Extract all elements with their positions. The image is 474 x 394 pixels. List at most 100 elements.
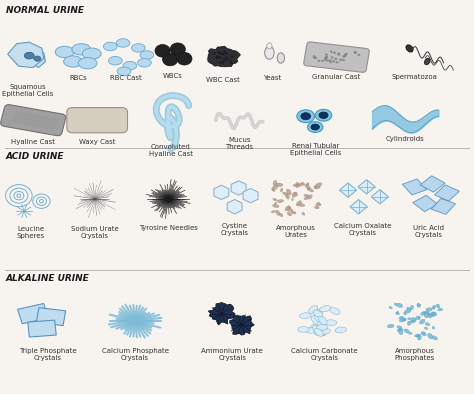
Ellipse shape [277, 199, 283, 203]
Circle shape [222, 53, 225, 55]
Ellipse shape [416, 334, 421, 337]
Circle shape [337, 52, 340, 55]
Ellipse shape [308, 122, 323, 132]
Ellipse shape [432, 326, 435, 329]
Text: Calcium Oxalate
Crystals: Calcium Oxalate Crystals [334, 223, 392, 236]
Ellipse shape [319, 326, 327, 336]
Ellipse shape [424, 327, 428, 329]
Ellipse shape [295, 192, 298, 196]
Circle shape [342, 59, 345, 61]
Text: Granular Cast: Granular Cast [312, 74, 361, 80]
Ellipse shape [416, 316, 419, 320]
Circle shape [216, 56, 219, 58]
Ellipse shape [291, 212, 295, 214]
Ellipse shape [301, 182, 305, 185]
Circle shape [329, 61, 332, 63]
Ellipse shape [426, 308, 432, 311]
Ellipse shape [387, 324, 394, 328]
Ellipse shape [288, 206, 291, 208]
Ellipse shape [402, 318, 406, 320]
FancyBboxPatch shape [36, 308, 65, 325]
Ellipse shape [285, 206, 290, 211]
Ellipse shape [314, 186, 320, 189]
Ellipse shape [319, 316, 327, 325]
Ellipse shape [82, 48, 101, 59]
Text: Amorphous
Phosphates: Amorphous Phosphates [395, 348, 435, 361]
Polygon shape [208, 46, 240, 67]
Ellipse shape [309, 305, 318, 314]
Ellipse shape [292, 198, 293, 201]
Ellipse shape [410, 320, 415, 323]
Circle shape [225, 52, 228, 54]
Ellipse shape [277, 53, 284, 63]
Ellipse shape [316, 202, 319, 207]
Text: WBCs: WBCs [163, 73, 183, 79]
Ellipse shape [140, 51, 154, 59]
Ellipse shape [404, 329, 410, 333]
Ellipse shape [170, 43, 185, 56]
Text: ACID URINE: ACID URINE [6, 152, 64, 161]
Polygon shape [229, 316, 254, 335]
Ellipse shape [272, 185, 278, 190]
Ellipse shape [396, 303, 403, 307]
Ellipse shape [389, 307, 392, 309]
FancyBboxPatch shape [0, 105, 66, 136]
Circle shape [326, 59, 329, 62]
Circle shape [339, 59, 342, 61]
Ellipse shape [415, 335, 419, 337]
Ellipse shape [422, 333, 426, 336]
Circle shape [324, 57, 327, 59]
Circle shape [354, 52, 357, 54]
Circle shape [213, 52, 216, 55]
Circle shape [354, 51, 356, 54]
Ellipse shape [319, 112, 328, 119]
Ellipse shape [267, 43, 272, 49]
Text: Uric Acid
Crystals: Uric Acid Crystals [413, 225, 445, 238]
Ellipse shape [396, 312, 400, 315]
Ellipse shape [418, 336, 421, 340]
Circle shape [318, 59, 320, 62]
Ellipse shape [271, 210, 275, 213]
Polygon shape [209, 303, 235, 325]
Ellipse shape [304, 197, 309, 200]
Polygon shape [231, 181, 246, 195]
Circle shape [217, 56, 219, 58]
Ellipse shape [424, 58, 430, 65]
Ellipse shape [398, 329, 403, 335]
Polygon shape [435, 185, 459, 201]
Ellipse shape [406, 45, 413, 52]
Ellipse shape [103, 42, 117, 51]
Ellipse shape [297, 110, 315, 123]
Ellipse shape [315, 110, 332, 121]
Text: RBC Cast: RBC Cast [110, 75, 141, 81]
Ellipse shape [293, 184, 298, 186]
Polygon shape [431, 199, 456, 214]
Ellipse shape [404, 309, 411, 313]
Ellipse shape [425, 323, 430, 326]
Ellipse shape [55, 46, 74, 58]
Circle shape [219, 56, 221, 59]
Circle shape [344, 54, 347, 56]
Ellipse shape [295, 182, 299, 188]
Ellipse shape [137, 59, 151, 67]
Circle shape [334, 58, 337, 60]
Ellipse shape [410, 305, 414, 309]
Ellipse shape [316, 183, 322, 186]
Ellipse shape [431, 312, 436, 317]
Circle shape [221, 61, 224, 63]
Polygon shape [358, 180, 375, 194]
Circle shape [313, 56, 316, 59]
Ellipse shape [78, 58, 97, 69]
Polygon shape [420, 176, 445, 192]
Ellipse shape [417, 303, 420, 307]
Ellipse shape [423, 311, 429, 314]
Ellipse shape [117, 67, 131, 76]
Text: Yeast: Yeast [264, 75, 282, 81]
Ellipse shape [433, 307, 435, 309]
Circle shape [216, 56, 218, 58]
Circle shape [216, 57, 219, 59]
Ellipse shape [296, 184, 300, 187]
Ellipse shape [319, 329, 330, 334]
Ellipse shape [335, 327, 346, 333]
Text: ALKALINE URINE: ALKALINE URINE [6, 274, 90, 283]
